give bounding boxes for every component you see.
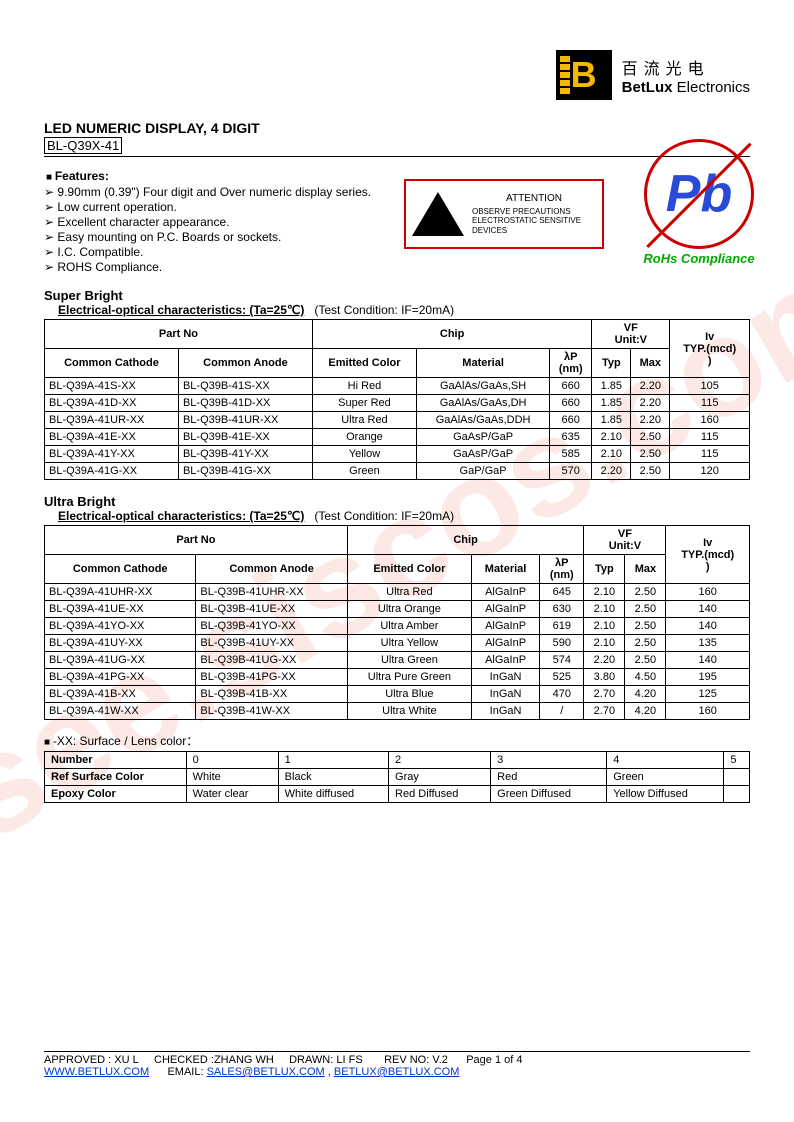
table-row: BL-Q39A-41G-XXBL-Q39B-41G-XXGreenGaP/GaP… — [45, 463, 750, 480]
table-row: BL-Q39A-41S-XXBL-Q39B-41S-XXHi RedGaAlAs… — [45, 378, 750, 395]
table-row: BL-Q39A-41UHR-XXBL-Q39B-41UHR-XXUltra Re… — [45, 584, 750, 601]
table-row: BL-Q39A-41W-XXBL-Q39B-41W-XXUltra WhiteI… — [45, 703, 750, 720]
footer-email2-link[interactable]: BETLUX@BETLUX.COM — [334, 1066, 459, 1078]
lens-table: Number 012 345 Ref Surface Color WhiteBl… — [44, 751, 750, 803]
esd-warning-box: ATTENTION OBSERVE PRECAUTIONS ELECTROSTA… — [404, 179, 604, 249]
ultra-bright-table: Part No Chip VFUnit:V IvTYP.(mcd)) Commo… — [44, 525, 750, 720]
company-logo: 百流光电 BetLux Electronics — [556, 50, 750, 100]
footer-email-label: EMAIL: — [167, 1066, 206, 1078]
esd-text: OBSERVE PRECAUTIONS ELECTROSTATIC SENSIT… — [472, 207, 581, 235]
footer-drawn: DRAWN: LI FS — [289, 1054, 363, 1066]
table-row: BL-Q39A-41PG-XXBL-Q39B-41PG-XXUltra Pure… — [45, 669, 750, 686]
table-row: BL-Q39A-41UE-XXBL-Q39B-41UE-XXUltra Oran… — [45, 601, 750, 618]
footer-checked: CHECKED :ZHANG WH — [154, 1054, 274, 1066]
table-row: BL-Q39A-41UG-XXBL-Q39B-41UG-XXUltra Gree… — [45, 652, 750, 669]
super-bright-title: Super Bright — [44, 288, 750, 303]
esd-triangle-icon — [412, 192, 464, 236]
lens-heading: -XX: Surface / Lens color： — [44, 734, 198, 748]
table-row: BL-Q39A-41B-XXBL-Q39B-41B-XXUltra BlueIn… — [45, 686, 750, 703]
ultra-bright-sub: Electrical-optical characteristics: (Ta=… — [58, 509, 304, 523]
table-row: BL-Q39A-41UY-XXBL-Q39B-41UY-XXUltra Yell… — [45, 635, 750, 652]
footer-rev: REV NO: V.2 — [384, 1054, 448, 1066]
ultra-bright-cond: (Test Condition: IF=20mA) — [314, 509, 454, 523]
super-bright-sub: Electrical-optical characteristics: (Ta=… — [58, 303, 304, 317]
rohs-label: RoHs Compliance — [634, 251, 764, 266]
table-row: BL-Q39A-41YO-XXBL-Q39B-41YO-XXUltra Ambe… — [45, 618, 750, 635]
footer-page: Page 1 of 4 — [466, 1054, 522, 1066]
logo-chinese: 百流光电 — [622, 55, 750, 79]
footer-email1-link[interactable]: SALES@BETLUX.COM — [207, 1066, 325, 1078]
pb-free-icon: Pb — [644, 139, 754, 249]
logo-english: BetLux Electronics — [622, 79, 750, 96]
table-row: BL-Q39A-41Y-XXBL-Q39B-41Y-XXYellowGaAsP/… — [45, 446, 750, 463]
rohs-badge: Pb RoHs Compliance — [634, 139, 764, 266]
model-number: BL-Q39X-41 — [44, 137, 122, 154]
logo-icon — [556, 50, 612, 100]
table-row: BL-Q39A-41UR-XXBL-Q39B-41UR-XXUltra RedG… — [45, 412, 750, 429]
esd-attention: ATTENTION — [472, 193, 596, 205]
page-footer: APPROVED : XU L CHECKED :ZHANG WH DRAWN:… — [44, 1049, 750, 1078]
footer-url-link[interactable]: WWW.BETLUX.COM — [44, 1066, 149, 1078]
table-row: BL-Q39A-41D-XXBL-Q39B-41D-XXSuper RedGaA… — [45, 395, 750, 412]
footer-approved: APPROVED : XU L — [44, 1054, 139, 1066]
page-title: LED NUMERIC DISPLAY, 4 DIGIT — [44, 120, 750, 136]
ultra-bright-title: Ultra Bright — [44, 494, 750, 509]
super-bright-table: Part No Chip VFUnit:V IvTYP.(mcd)) Commo… — [44, 319, 750, 480]
table-row: BL-Q39A-41E-XXBL-Q39B-41E-XXOrangeGaAsP/… — [45, 429, 750, 446]
